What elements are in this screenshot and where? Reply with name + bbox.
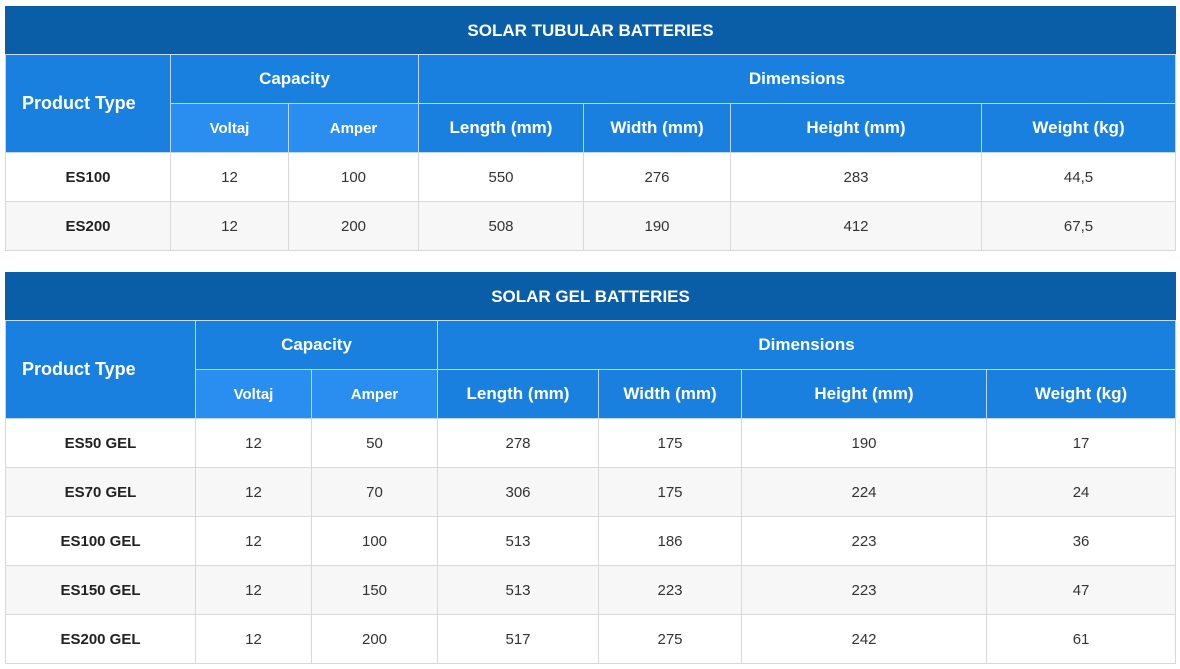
- voltaj-header: Voltaj: [195, 369, 312, 419]
- height-cell: 242: [741, 614, 987, 664]
- voltaj-cell: 12: [170, 201, 289, 251]
- product-name: ES100 GEL: [5, 516, 196, 566]
- weight-header: Weight (kg): [985, 369, 1177, 419]
- voltaj-cell: 12: [195, 467, 312, 517]
- weight-cell: 17: [985, 418, 1177, 468]
- width-cell: 175: [598, 467, 742, 517]
- width-cell: 190: [583, 201, 731, 251]
- amper-cell: 50: [311, 418, 438, 468]
- table-title: SOLAR TUBULAR BATTERIES: [5, 6, 1176, 55]
- length-header: Length (mm): [418, 103, 584, 153]
- gel-batteries-table: SOLAR GEL BATTERIES Product Type Capacit…: [4, 272, 1177, 664]
- height-cell: 223: [741, 565, 987, 615]
- width-cell: 276: [583, 152, 731, 202]
- height-cell: 412: [730, 201, 982, 251]
- width-cell: 223: [598, 565, 742, 615]
- weight-cell: 47: [985, 565, 1177, 615]
- amper-header: Amper: [288, 103, 419, 153]
- length-cell: 517: [437, 614, 599, 664]
- table-row: ES100 12 100 550 276 283 44,5: [5, 152, 1176, 202]
- product-name: ES100: [5, 152, 171, 202]
- voltaj-cell: 12: [195, 614, 312, 664]
- weight-cell: 24: [985, 467, 1177, 517]
- dimensions-header: Dimensions: [418, 54, 1176, 104]
- product-name: ES200: [5, 201, 171, 251]
- voltaj-cell: 12: [195, 516, 312, 566]
- product-name: ES150 GEL: [5, 565, 196, 615]
- amper-header: Amper: [311, 369, 438, 419]
- width-cell: 275: [598, 614, 742, 664]
- table-row: ES200 GEL 12 200 517 275 242 61: [5, 614, 1177, 664]
- product-name: ES50 GEL: [5, 418, 196, 468]
- weight-header: Weight (kg): [981, 103, 1176, 153]
- length-cell: 508: [418, 201, 584, 251]
- length-cell: 513: [437, 516, 599, 566]
- amper-cell: 200: [288, 201, 419, 251]
- amper-cell: 150: [311, 565, 438, 615]
- dimensions-header: Dimensions: [436, 320, 1177, 370]
- height-cell: 224: [741, 467, 987, 517]
- table-title: SOLAR GEL BATTERIES: [4, 272, 1177, 321]
- height-header: Height (mm): [741, 369, 987, 419]
- width-header: Width (mm): [598, 369, 742, 419]
- table-row: ES50 GEL 12 50 278 175 190 17: [5, 418, 1177, 468]
- table-row: ES150 GEL 12 150 513 223 223 47: [5, 565, 1177, 615]
- tubular-batteries-table: SOLAR TUBULAR BATTERIES Product Type Cap…: [5, 6, 1176, 251]
- table-row: ES100 GEL 12 100 513 186 223 36: [5, 516, 1177, 566]
- table-row: ES200 12 200 508 190 412 67,5: [5, 201, 1176, 251]
- width-header: Width (mm): [583, 103, 731, 153]
- length-cell: 278: [437, 418, 599, 468]
- height-cell: 190: [741, 418, 987, 468]
- weight-cell: 44,5: [981, 152, 1176, 202]
- capacity-header: Capacity: [195, 320, 438, 370]
- table-row: ES70 GEL 12 70 306 175 224 24: [5, 467, 1177, 517]
- height-cell: 283: [730, 152, 982, 202]
- voltaj-header: Voltaj: [170, 103, 289, 153]
- voltaj-cell: 12: [195, 418, 312, 468]
- amper-cell: 100: [311, 516, 438, 566]
- length-cell: 513: [437, 565, 599, 615]
- amper-cell: 200: [311, 614, 438, 664]
- product-type-header: Product Type: [5, 320, 196, 419]
- capacity-header: Capacity: [170, 54, 419, 104]
- amper-cell: 100: [288, 152, 419, 202]
- voltaj-cell: 12: [195, 565, 312, 615]
- weight-cell: 67,5: [981, 201, 1176, 251]
- width-cell: 186: [598, 516, 742, 566]
- amper-cell: 70: [311, 467, 438, 517]
- weight-cell: 36: [985, 516, 1177, 566]
- length-cell: 306: [437, 467, 599, 517]
- voltaj-cell: 12: [170, 152, 289, 202]
- height-header: Height (mm): [730, 103, 982, 153]
- width-cell: 175: [598, 418, 742, 468]
- weight-cell: 61: [985, 614, 1177, 664]
- length-cell: 550: [418, 152, 584, 202]
- height-cell: 223: [741, 516, 987, 566]
- length-header: Length (mm): [437, 369, 599, 419]
- product-type-header: Product Type: [5, 54, 171, 153]
- product-name: ES70 GEL: [5, 467, 196, 517]
- product-name: ES200 GEL: [5, 614, 196, 664]
